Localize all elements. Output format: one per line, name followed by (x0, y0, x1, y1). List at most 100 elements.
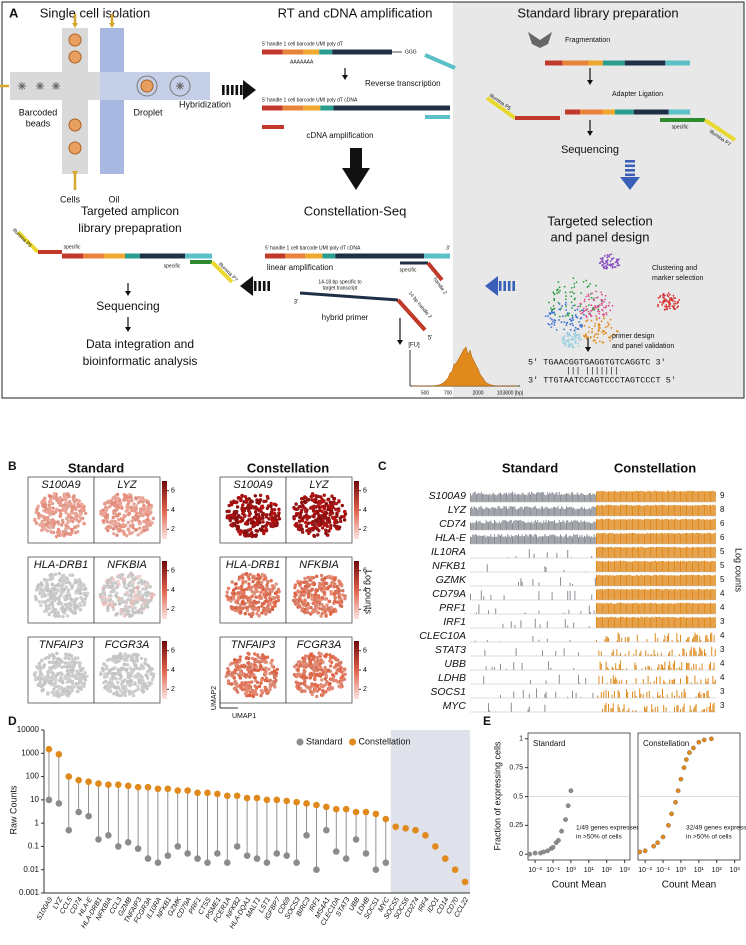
umap-dot (317, 515, 321, 519)
umap-dot (276, 598, 281, 603)
label: 700 (444, 390, 453, 396)
umap-dot (319, 519, 324, 524)
umap-dot (103, 672, 107, 676)
umap-dot (245, 667, 250, 672)
umap-dot (136, 684, 140, 689)
cluster-dot (673, 303, 675, 305)
umap-dot (55, 507, 59, 511)
cluster-dot (671, 305, 674, 308)
umap-dot (297, 527, 301, 531)
umap-dot (65, 516, 69, 521)
umap-dot (122, 515, 126, 519)
umap-dot (302, 668, 306, 673)
umap-dot (240, 518, 245, 523)
umap-dot (45, 582, 49, 587)
cluster-dot (548, 301, 550, 304)
umap-dot (69, 527, 74, 532)
umap-dot (85, 674, 89, 679)
cluster-dot (588, 326, 591, 329)
umap-dot (84, 511, 88, 516)
colorbar (162, 641, 167, 699)
umap-dot (312, 533, 316, 538)
umap-dot (59, 523, 64, 527)
annotation: 32/49 genes expressed (686, 825, 746, 832)
umap-dot (270, 518, 274, 523)
cluster-dot (576, 316, 579, 319)
plot-title: Constellation (643, 739, 689, 748)
arrow-head (620, 177, 640, 190)
cluster-dot (666, 300, 669, 303)
umap-dot (113, 494, 118, 498)
cluster-dot (665, 305, 668, 308)
umap-dot (329, 605, 333, 610)
umap-dot (275, 667, 279, 672)
cluster-dot (577, 342, 580, 345)
umap-dot (256, 573, 260, 577)
umap-dot (265, 521, 269, 525)
cluster-dot (558, 303, 561, 305)
umap-dot (106, 606, 110, 611)
track-texture (486, 564, 587, 572)
umap-dot (131, 525, 135, 530)
umap-dot (263, 611, 267, 615)
arrow-head (109, 23, 115, 28)
umap-dot (261, 588, 265, 592)
cluster-dot (579, 310, 581, 313)
strand-segment (303, 105, 321, 111)
umap-dot (229, 503, 234, 507)
umap-dot (305, 517, 309, 521)
umap-dot (312, 654, 316, 659)
umap-dot (296, 579, 300, 584)
umap-dot (321, 499, 326, 504)
cluster-dot (581, 311, 584, 314)
panel-a-frame (1, 1, 745, 399)
point (541, 849, 547, 855)
legend-label: Standard (306, 736, 343, 746)
umap-dot (45, 529, 50, 533)
umap-dot (323, 671, 327, 676)
umap-dot (130, 583, 135, 588)
label: 8 (720, 505, 725, 514)
plot-title: Standard (533, 739, 565, 748)
umap-dot (55, 588, 60, 592)
umap-dot (301, 503, 305, 508)
cluster-dot (573, 329, 576, 332)
umap-dot (243, 494, 248, 499)
cluster-dot (587, 295, 590, 297)
umap-dot (106, 585, 110, 589)
point (441, 855, 449, 862)
umap-dot (63, 674, 67, 678)
umap-dot (70, 573, 75, 577)
umap-dot (314, 497, 318, 501)
point (65, 773, 73, 780)
umap-dot (127, 492, 132, 497)
point (233, 843, 241, 850)
umap-dot (55, 657, 60, 661)
umap-dot (338, 597, 342, 602)
strand-segment (580, 109, 603, 115)
umap-dot (316, 683, 320, 688)
umap-dot (136, 533, 140, 537)
umap-dot (342, 510, 347, 514)
cluster-dot (661, 303, 664, 306)
cluster-dot (667, 292, 670, 295)
umap-dot (246, 528, 251, 532)
umap-dot (78, 608, 83, 612)
umap-dot (236, 529, 241, 534)
cluster-dot (607, 323, 610, 326)
umap-dot (269, 661, 273, 665)
umap-dot (270, 584, 275, 588)
point (164, 785, 172, 793)
cluster-dot (603, 306, 605, 309)
point (194, 855, 201, 862)
umap-dot (298, 594, 302, 599)
label: SOCS1 (430, 686, 466, 698)
cluster-dot (598, 312, 601, 315)
point (701, 737, 707, 743)
umap-dot (237, 660, 242, 664)
cluster-dot (564, 314, 567, 317)
umap-dot (264, 527, 268, 531)
cluster-dot (607, 336, 610, 339)
umap-dot (259, 693, 263, 698)
umap-dot (60, 679, 65, 684)
